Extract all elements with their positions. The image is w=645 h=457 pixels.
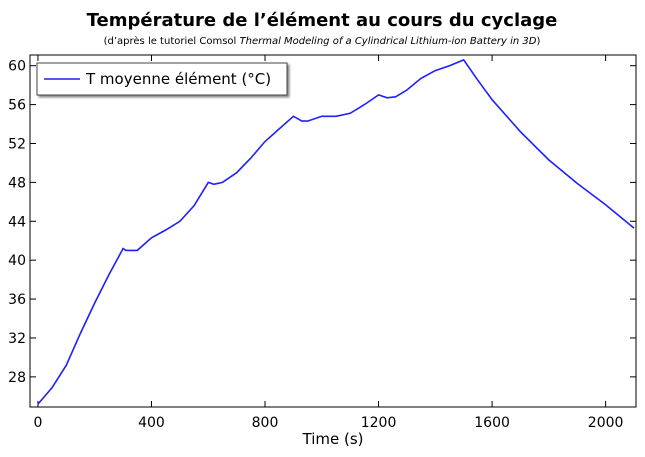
y-tick-label: 56 <box>8 98 26 114</box>
chart-title: Température de l’élément au cours du cyc… <box>87 10 558 31</box>
subtitle-part: (d’après le tutoriel Comsol <box>104 35 237 47</box>
plot-area <box>29 54 637 408</box>
x-tick-label: 800 <box>252 415 279 431</box>
x-tick-label: 0 <box>33 415 42 431</box>
y-tick-label: 36 <box>8 292 26 308</box>
x-tick-label: 2000 <box>588 415 624 431</box>
line-series <box>37 58 635 405</box>
y-tick-label: 28 <box>8 370 26 386</box>
x-tick-label: 400 <box>138 415 165 431</box>
legend: T moyenne élément (°C) <box>36 62 288 96</box>
y-tick-label: 40 <box>8 253 26 269</box>
x-tick-label: 1200 <box>361 415 397 431</box>
y-tick-label: 48 <box>8 175 26 191</box>
subtitle-part: ) <box>536 36 540 47</box>
y-tick-label: 60 <box>8 59 26 75</box>
y-tick-label: 44 <box>8 214 26 230</box>
chart-subtitle: (d’après le tutoriel Comsol Thermal Mode… <box>104 35 541 47</box>
legend-label: T moyenne élément (°C) <box>85 70 271 88</box>
x-tick-label: 1600 <box>474 415 510 431</box>
subtitle-part: Thermal Modeling of a Cylindrical Lithiu… <box>240 36 537 47</box>
y-tick-label: 32 <box>8 331 26 347</box>
y-tick-label: 52 <box>8 136 26 152</box>
x-axis-label: Time (s) <box>302 430 364 448</box>
